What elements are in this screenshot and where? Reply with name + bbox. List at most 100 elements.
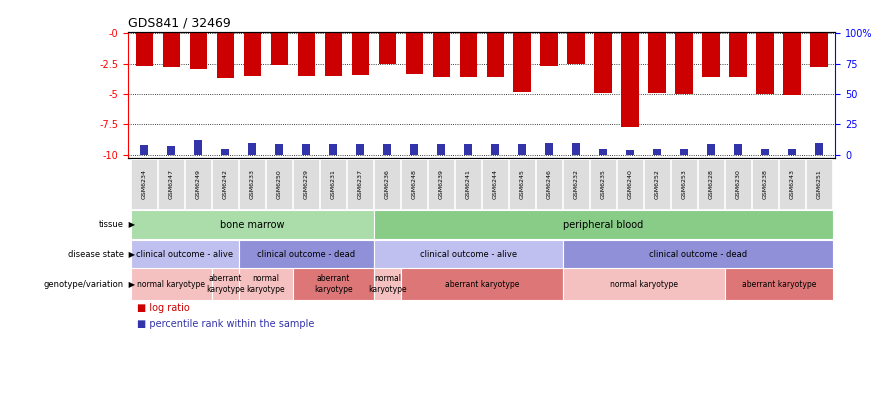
Bar (432, 34, 450, 77)
FancyBboxPatch shape (483, 159, 508, 209)
Bar (486, 34, 504, 77)
Bar (406, 34, 423, 74)
Bar (599, 149, 607, 155)
Bar (572, 143, 580, 155)
Bar (298, 34, 315, 76)
Text: GSM6251: GSM6251 (817, 169, 822, 199)
Text: normal karyotype: normal karyotype (137, 280, 205, 289)
Bar (649, 34, 666, 93)
FancyBboxPatch shape (374, 211, 833, 239)
FancyBboxPatch shape (752, 159, 778, 209)
Text: normal karyotype: normal karyotype (610, 280, 678, 289)
Text: GSM6230: GSM6230 (735, 169, 741, 199)
Text: GSM6244: GSM6244 (492, 169, 498, 199)
Text: aberrant karyotype: aberrant karyotype (742, 280, 816, 289)
Bar (135, 34, 153, 66)
FancyBboxPatch shape (239, 268, 293, 300)
FancyBboxPatch shape (401, 159, 427, 209)
Bar (729, 34, 747, 77)
Bar (514, 34, 531, 92)
FancyBboxPatch shape (779, 159, 805, 209)
Text: aberrant karyotype: aberrant karyotype (445, 280, 519, 289)
Text: GSM6242: GSM6242 (223, 169, 228, 199)
Text: GSM6245: GSM6245 (520, 169, 525, 199)
Text: GSM6243: GSM6243 (789, 169, 795, 199)
Bar (378, 34, 396, 64)
Text: ▶: ▶ (126, 220, 134, 229)
FancyBboxPatch shape (132, 159, 157, 209)
FancyBboxPatch shape (698, 159, 724, 209)
FancyBboxPatch shape (563, 159, 590, 209)
Bar (653, 149, 661, 155)
Text: GSM6246: GSM6246 (547, 169, 552, 199)
Text: ■ percentile rank within the sample: ■ percentile rank within the sample (137, 319, 315, 329)
Bar (783, 34, 801, 95)
Text: GSM6234: GSM6234 (141, 169, 147, 199)
FancyBboxPatch shape (671, 159, 697, 209)
Bar (244, 34, 261, 76)
FancyBboxPatch shape (725, 159, 751, 209)
Text: ▶: ▶ (126, 280, 134, 289)
Bar (141, 145, 149, 155)
FancyBboxPatch shape (293, 159, 319, 209)
Text: GSM6250: GSM6250 (277, 169, 282, 199)
Bar (217, 34, 234, 78)
Bar (594, 34, 612, 93)
Bar (248, 143, 256, 155)
FancyBboxPatch shape (266, 159, 293, 209)
Bar (352, 34, 370, 75)
Bar (626, 150, 635, 155)
Text: GSM6237: GSM6237 (358, 169, 362, 199)
Text: genotype/variation: genotype/variation (43, 280, 124, 289)
Text: GSM6249: GSM6249 (196, 169, 201, 199)
FancyBboxPatch shape (455, 159, 481, 209)
FancyBboxPatch shape (347, 159, 373, 209)
Text: GSM6233: GSM6233 (250, 169, 255, 199)
Bar (221, 149, 230, 155)
FancyBboxPatch shape (131, 268, 212, 300)
Bar (329, 144, 338, 155)
Text: tissue: tissue (99, 220, 124, 229)
Text: GSM6248: GSM6248 (412, 169, 416, 199)
FancyBboxPatch shape (725, 268, 833, 300)
Text: bone marrow: bone marrow (220, 220, 285, 230)
Bar (568, 34, 585, 64)
FancyBboxPatch shape (429, 159, 454, 209)
FancyBboxPatch shape (374, 159, 400, 209)
FancyBboxPatch shape (374, 268, 400, 300)
Text: clinical outcome - alive: clinical outcome - alive (136, 250, 233, 259)
FancyBboxPatch shape (240, 159, 265, 209)
Text: GSM6229: GSM6229 (304, 169, 309, 199)
FancyBboxPatch shape (186, 159, 211, 209)
Text: GSM6235: GSM6235 (601, 169, 606, 199)
FancyBboxPatch shape (644, 159, 670, 209)
FancyBboxPatch shape (293, 268, 374, 300)
Text: clinical outcome - alive: clinical outcome - alive (420, 250, 517, 259)
FancyBboxPatch shape (563, 240, 833, 269)
Text: GSM6236: GSM6236 (385, 169, 390, 199)
FancyBboxPatch shape (320, 159, 347, 209)
Text: normal
karyotype: normal karyotype (368, 274, 407, 294)
Text: disease state: disease state (68, 250, 124, 259)
Bar (815, 143, 823, 155)
Bar (189, 34, 207, 69)
Bar (734, 144, 743, 155)
Bar (167, 146, 175, 155)
Bar (460, 34, 477, 77)
Text: GSM6239: GSM6239 (438, 169, 444, 199)
Text: GSM6247: GSM6247 (169, 169, 174, 199)
Bar (302, 144, 310, 155)
Bar (540, 34, 558, 66)
Text: aberrant
karyotype: aberrant karyotype (206, 274, 245, 294)
Text: GDS841 / 32469: GDS841 / 32469 (128, 17, 231, 30)
Text: GSM6231: GSM6231 (331, 169, 336, 199)
Bar (707, 144, 715, 155)
Text: GSM6228: GSM6228 (709, 169, 713, 199)
Bar (163, 34, 180, 67)
Bar (761, 149, 769, 155)
FancyBboxPatch shape (617, 159, 644, 209)
FancyBboxPatch shape (131, 240, 239, 269)
Text: ■ log ratio: ■ log ratio (137, 303, 190, 313)
FancyBboxPatch shape (537, 159, 562, 209)
Bar (384, 144, 392, 155)
